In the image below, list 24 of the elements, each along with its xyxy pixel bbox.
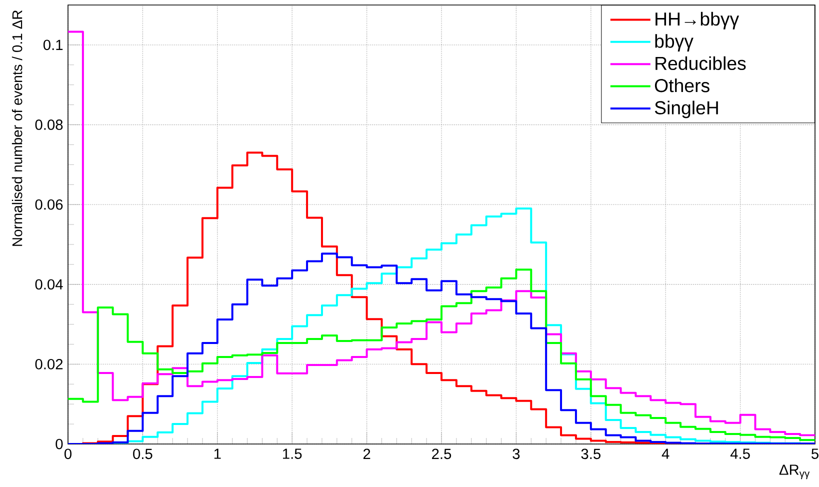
y-tick-label: 0.02 [35,359,63,370]
legend-label: Reducibles [656,56,746,70]
y-tick-label: 0.08 [35,120,63,130]
y-tick-label: 0.06 [35,199,63,210]
x-tick-label: 2.5 [432,448,452,460]
x-tick-label: 2 [363,448,370,459]
x-tick-label: 4 [662,448,670,459]
x-tick-label: 1.5 [283,448,302,459]
y-tick-label: 0 [56,438,63,450]
x-tick-label: 5 [812,448,818,459]
x-tick-label: 1 [214,448,221,459]
y-tick-label: 0.1 [43,40,63,50]
x-tick-label: 4.5 [730,448,750,459]
legend-label: HH→bbγγ [656,12,740,30]
x-tick-label: 3 [512,448,520,460]
y-tick-label: 0.04 [35,279,63,290]
x-axis-title: ΔR$_{γγ}$ [779,464,810,480]
legend-label: SingleH [654,100,718,118]
x-tick-label: 0 [64,448,72,460]
y-axis-title: Normalised number of events / 0.1 ΔR [12,10,22,246]
legend-label: bbγγ [655,34,694,52]
x-tick-label: 3.5 [581,448,600,460]
x-tick-label: 0.5 [133,448,152,460]
legend-label: Others [654,78,710,92]
